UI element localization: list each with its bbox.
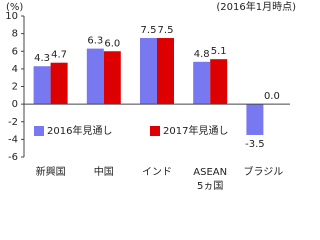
y-tick-label: -6 [8,152,18,163]
legend-label: 2017年見通し [163,124,228,137]
value-label: 5.1 [211,46,227,57]
value-label: 4.7 [51,50,67,61]
legend-label: 2016年見通し [47,124,112,137]
y-tick-label: 6 [12,46,18,57]
bar [86,48,104,105]
value-label: 6.3 [87,36,103,47]
value-label: 6.0 [104,38,120,49]
y-tick-label: 2 [12,82,18,93]
bar [157,38,174,105]
x-tick-label: 中国 [94,165,114,178]
value-label: 4.8 [194,49,210,60]
x-tick-label: ブラジル [243,165,283,178]
y-tick-label: 4 [12,64,18,75]
x-tick-label: 新興国 [36,165,66,178]
value-label: 7.5 [158,25,174,36]
bar [210,59,228,105]
y-axis-label: (%) [6,2,23,13]
x-tick-label: インド [142,167,172,178]
bar [140,38,157,105]
chart: (%) (2016年1月時点) -6 -4 -2 0 2 4 6 8 10 新興国 4.3 4.7 中国… [5,0,296,192]
bar [103,51,121,105]
value-label: -3.5 [245,139,265,150]
legend-swatch [150,126,160,136]
bar [50,62,68,105]
value-label: 0.0 [264,91,280,102]
bar [246,104,264,135]
y-tick-label: 10 [5,11,18,22]
legend-swatch [34,126,44,136]
y-tick-label: 8 [12,29,18,40]
y-tick-label: -4 [8,134,18,145]
value-label: 7.5 [141,25,157,36]
value-label: 4.3 [34,53,50,64]
chart-note: (2016年1月時点) [216,0,296,13]
y-tick-label: 0 [12,99,18,110]
bar [193,61,211,105]
bar [33,66,51,105]
x-tick-label: ASEAN 5ヵ国 [193,167,227,192]
y-tick-label: -2 [8,117,18,128]
